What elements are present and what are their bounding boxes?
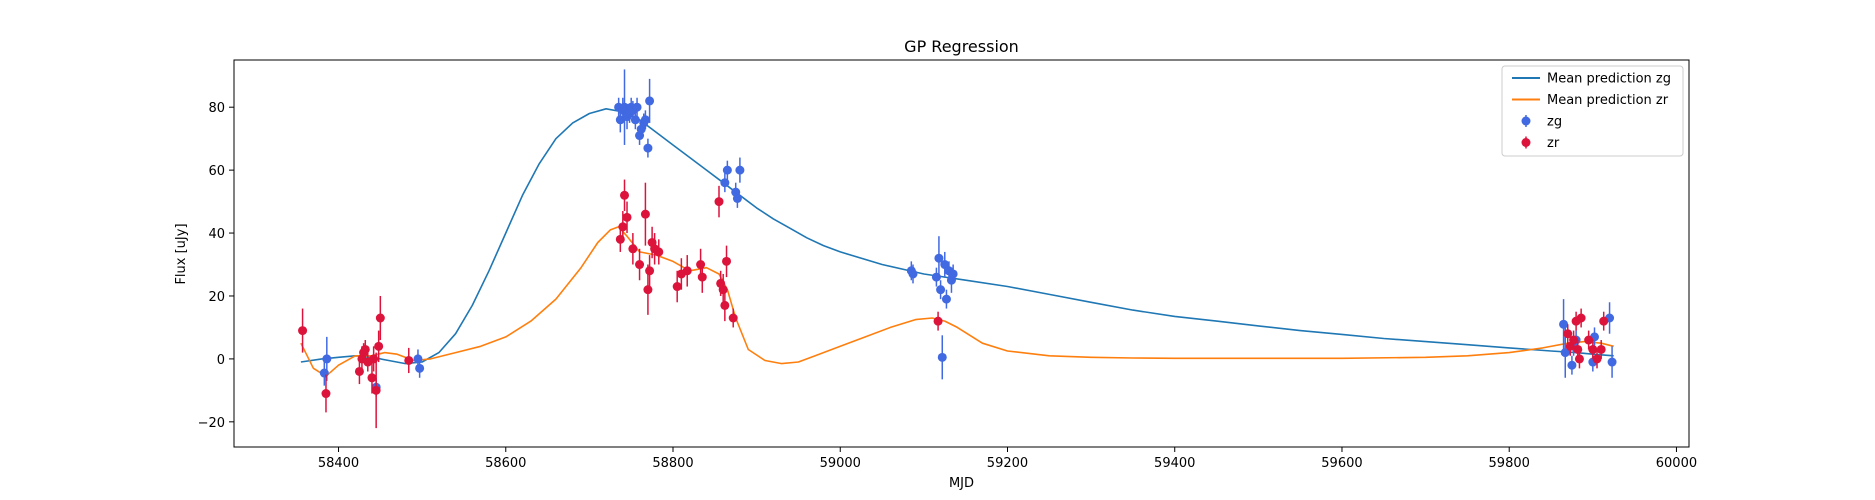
data-point bbox=[640, 115, 650, 125]
data-point bbox=[682, 266, 692, 276]
data-point bbox=[298, 326, 308, 336]
data-point bbox=[645, 96, 655, 106]
data-point bbox=[415, 363, 425, 373]
x-tick-label: 59800 bbox=[1489, 456, 1530, 471]
y-tick-label: 60 bbox=[208, 164, 225, 179]
x-tick-label: 58600 bbox=[485, 456, 526, 471]
x-tick-label: 59200 bbox=[987, 456, 1028, 471]
data-point bbox=[404, 355, 414, 365]
data-point bbox=[654, 247, 664, 257]
legend-label: zg bbox=[1547, 115, 1562, 130]
data-point bbox=[1599, 316, 1609, 326]
data-point bbox=[375, 313, 385, 323]
data-point bbox=[1588, 344, 1598, 354]
x-tick-label: 59000 bbox=[820, 456, 861, 471]
data-point bbox=[933, 316, 943, 326]
y-tick-label: 0 bbox=[217, 353, 225, 368]
data-point bbox=[1559, 319, 1569, 329]
data-point bbox=[722, 256, 732, 266]
data-point bbox=[948, 269, 958, 279]
data-point bbox=[735, 165, 745, 175]
data-point bbox=[630, 115, 640, 125]
data-point bbox=[635, 260, 645, 270]
y-tick-label: −20 bbox=[198, 416, 225, 431]
legend-label: Mean prediction zr bbox=[1547, 93, 1669, 108]
y-tick-label: 20 bbox=[208, 290, 225, 305]
data-point bbox=[643, 285, 653, 295]
data-point bbox=[718, 285, 728, 295]
axes: 58400 58600 58800 59000 59200 59400 59600 59800… bbox=[198, 101, 1698, 471]
legend-label: zr bbox=[1547, 136, 1560, 151]
y-tick-label: 80 bbox=[208, 101, 225, 116]
data-point bbox=[1584, 335, 1594, 345]
data-point bbox=[936, 285, 946, 295]
data-point bbox=[1567, 360, 1577, 370]
data-point bbox=[322, 354, 332, 364]
chart-title: GP Regression bbox=[904, 37, 1019, 56]
x-tick-label: 59600 bbox=[1321, 456, 1362, 471]
data-point bbox=[622, 212, 632, 222]
data-point bbox=[645, 266, 655, 276]
data-point bbox=[672, 282, 682, 292]
data-point bbox=[1563, 329, 1573, 339]
data-point bbox=[643, 143, 653, 153]
data-point bbox=[908, 269, 918, 279]
data-point bbox=[732, 193, 742, 203]
data-point bbox=[371, 385, 381, 395]
data-point bbox=[697, 272, 707, 282]
legend-label: Mean prediction zg bbox=[1547, 72, 1671, 87]
legend: Mean prediction zg Mean prediction zr zg zr bbox=[1501, 65, 1684, 157]
data-point bbox=[720, 178, 730, 188]
data-point bbox=[1592, 354, 1602, 364]
plot-area bbox=[298, 69, 1617, 429]
data-point bbox=[728, 313, 738, 323]
data-point bbox=[720, 300, 730, 310]
y-axis-label: Flux [uJy] bbox=[174, 223, 189, 284]
data-point bbox=[934, 253, 944, 263]
data-point bbox=[360, 344, 370, 354]
data-point bbox=[374, 341, 384, 351]
x-axis-label: MJD bbox=[949, 476, 974, 491]
data-point bbox=[413, 354, 423, 364]
plot-frame bbox=[233, 59, 1690, 448]
data-point bbox=[1576, 313, 1586, 323]
data-point bbox=[620, 190, 630, 200]
data-point bbox=[1574, 354, 1584, 364]
legend-marker-swatch bbox=[1521, 116, 1531, 126]
data-point bbox=[1573, 344, 1583, 354]
data-point bbox=[714, 197, 724, 207]
x-tick-label: 58800 bbox=[652, 456, 693, 471]
data-point bbox=[1596, 344, 1606, 354]
x-tick-label: 58400 bbox=[318, 456, 359, 471]
data-point bbox=[640, 209, 650, 219]
data-point bbox=[628, 244, 638, 254]
data-point bbox=[1560, 348, 1570, 358]
data-point bbox=[321, 389, 331, 399]
data-point bbox=[696, 260, 706, 270]
data-point bbox=[367, 373, 377, 383]
y-tick-label: 40 bbox=[208, 227, 225, 242]
data-point bbox=[722, 165, 732, 175]
series-line-1 bbox=[300, 226, 1614, 378]
data-point bbox=[1569, 335, 1579, 345]
data-point bbox=[618, 222, 628, 232]
x-tick-label: 59400 bbox=[1154, 456, 1195, 471]
legend-box bbox=[1501, 65, 1684, 157]
data-point bbox=[941, 294, 951, 304]
x-tick-label: 60000 bbox=[1656, 456, 1697, 471]
data-point bbox=[632, 102, 642, 112]
legend-marker-swatch bbox=[1521, 138, 1531, 147]
data-point bbox=[937, 352, 947, 362]
data-point bbox=[1607, 357, 1617, 367]
